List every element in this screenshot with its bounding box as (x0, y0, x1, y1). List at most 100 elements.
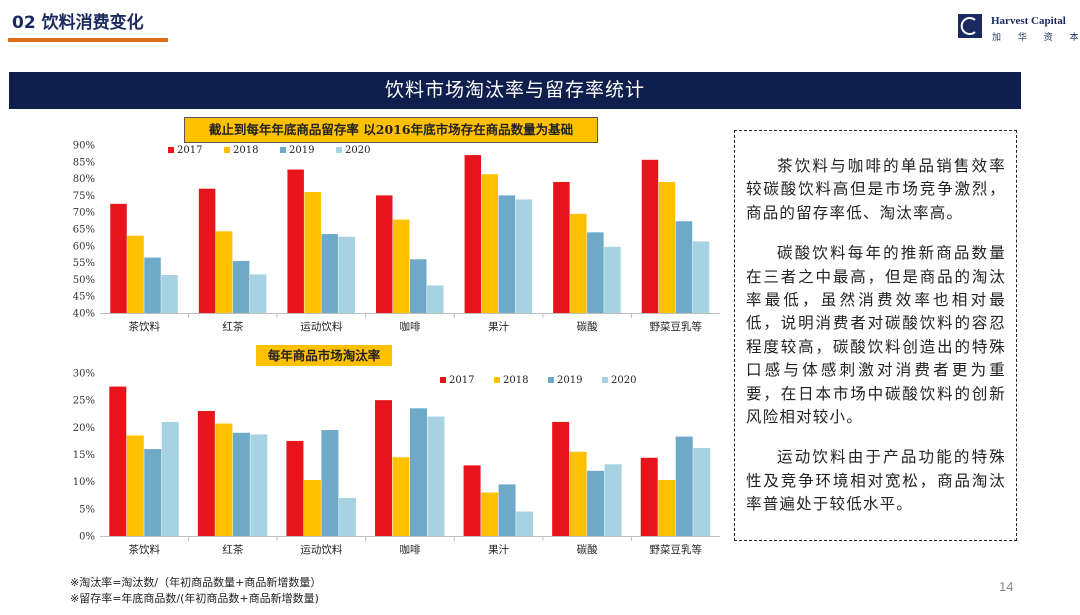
retention-chart: 40% 45% 50% 55% 60% 65% 70% 75% 80% 85% 90% 茶饮料 红茶 运动… (73, 141, 720, 333)
retention-legend-label: 2019 (289, 145, 314, 156)
retention-legend-swatch (336, 147, 342, 153)
elimination-x-tick-label: 茶饮料 (129, 543, 161, 556)
elimination-bar-2019 (321, 430, 339, 536)
elimination-bar-2019 (232, 432, 250, 536)
elimination-bar-2020 (693, 447, 711, 536)
elimination-bar-2019 (675, 436, 693, 536)
retention-bar-2020 (604, 246, 621, 313)
section-title: 02 饮料消费变化 (12, 13, 144, 33)
elimination-bar-2018 (303, 480, 321, 536)
elimination-legend-label: 2019 (557, 375, 582, 386)
elimination-y-tick-label: 15% (73, 450, 95, 461)
elimination-legend-label: 2018 (503, 375, 528, 386)
elimination-x-tick-label: 果汁 (488, 543, 509, 556)
elimination-y-tick-label: 30% (73, 369, 95, 380)
elimination-legend-label: 2020 (611, 375, 636, 386)
retention-bar-2017 (553, 181, 570, 313)
elimination-bar-2018 (481, 492, 499, 536)
elimination-y-tick-label: 0% (79, 532, 95, 543)
retention-legend-swatch (224, 147, 230, 153)
retention-bar-2020 (338, 236, 355, 313)
elimination-chart-title: 每年商品市场淘汰率 (256, 345, 392, 366)
elimination-bar-2020 (161, 421, 179, 536)
elimination-bar-2020 (250, 434, 268, 536)
retention-x-tick-label: 果汁 (488, 320, 509, 333)
retention-bar-2017 (641, 159, 659, 313)
analysis-text-box: 茶饮料与咖啡的单品销售效率较碳酸饮料高但是市场竞争激烈，商品的留存率低、淘汰率高… (734, 130, 1017, 541)
elimination-bar-2017 (640, 457, 658, 536)
elimination-chart: 0% 5% 10% 15% 20% 25% 30% 茶饮料 红茶 运动饮料 咖啡 果汁 碳酸 野菜豆乳等 2… (73, 369, 720, 556)
retention-bar-2019 (321, 234, 338, 313)
retention-bar-2020 (515, 199, 533, 313)
elimination-y-tick-label: 20% (73, 423, 95, 434)
analysis-paragraph-1: 茶饮料与咖啡的单品销售效率较碳酸饮料高但是市场竞争激烈，商品的留存率低、淘汰率高… (746, 157, 1006, 222)
retention-legend-swatch (280, 147, 286, 153)
retention-legend-label: 2020 (345, 145, 370, 156)
retention-y-tick-label: 45% (73, 292, 95, 303)
retention-bar-2019 (675, 221, 693, 313)
retention-bar-2017 (110, 203, 127, 313)
retention-bar-2018 (481, 174, 499, 313)
retention-bar-2019 (144, 257, 161, 313)
elimination-bar-2019 (144, 449, 162, 536)
retention-bar-2020 (161, 275, 178, 313)
retention-x-tick-label: 红茶 (222, 320, 243, 333)
elimination-y-tick-label: 10% (73, 477, 95, 488)
retention-bar-2018 (393, 219, 410, 313)
elimination-bar-2018 (658, 480, 676, 536)
retention-bar-2019 (232, 260, 250, 313)
retention-bar-2019 (587, 232, 604, 313)
retention-x-tick-label: 运动饮料 (300, 320, 342, 333)
retention-bar-2019 (498, 195, 516, 313)
brand-logo: Harvest Capital 加 华 资 本 (958, 14, 1080, 46)
elimination-y-tick-label: 25% (73, 396, 95, 407)
retention-y-tick-label: 50% (73, 275, 95, 286)
charts-canvas: 40%45%50%55%60%65%70%75%80%85%90%茶饮料 红茶 运动… (73, 141, 720, 556)
retention-legend-label: 2018 (233, 145, 258, 156)
elimination-bar-2020 (516, 511, 534, 536)
elimination-bar-2018 (215, 423, 233, 536)
page-number: 14 (999, 579, 1014, 594)
elimination-x-tick-label: 红茶 (222, 543, 243, 556)
retention-bar-2019 (410, 259, 427, 313)
elimination-bar-2020 (427, 416, 445, 536)
logo-subtext: 加 华 资 本 (992, 33, 1080, 43)
elimination-bar-2018 (392, 457, 410, 536)
elimination-legend-label: 2017 (449, 375, 474, 386)
analysis-paragraph-3: 运动饮料由于产品功能的特殊性及竞争环境相对宽松，商品淘汰率普遍处于较低水平。 (746, 448, 1006, 514)
elimination-bar-2019 (587, 470, 605, 536)
elimination-bar-2017 (109, 386, 127, 536)
elimination-bar-2020 (604, 464, 622, 536)
retention-bar-2017 (376, 195, 393, 313)
elimination-legend-swatch (548, 377, 554, 383)
elimination-x-tick-label: 野菜豆乳等 (649, 543, 702, 556)
retention-y-tick-label: 65% (73, 225, 95, 236)
retention-legend-label: 2017 (177, 145, 202, 156)
retention-x-tick-label: 碳酸 (577, 320, 598, 333)
retention-y-tick-label: 55% (73, 258, 95, 269)
section-underline (8, 38, 168, 42)
footnote-elimination-definition: ※淘汰率=淘汰数/（年初商品数量+商品新增数量） (70, 576, 322, 589)
elimination-bar-2017 (286, 440, 304, 536)
retention-bar-2017 (464, 155, 482, 313)
retention-chart-title: 截止到每年年底商品留存率 以2016年底市场存在商品数量为基础 (184, 117, 598, 143)
retention-x-tick-label: 咖啡 (400, 321, 421, 333)
elimination-legend-swatch (494, 377, 500, 383)
elimination-x-tick-label: 碳酸 (577, 543, 598, 556)
elimination-bar-2019 (410, 408, 427, 536)
retention-bar-2018 (658, 181, 676, 313)
retention-bar-2017 (198, 188, 216, 313)
retention-y-tick-label: 70% (73, 208, 95, 219)
retention-y-tick-label: 75% (73, 191, 95, 202)
retention-bar-2020 (692, 241, 710, 313)
elimination-legend-swatch (602, 377, 608, 383)
analysis-paragraph-2: 碳酸饮料每年的推新商品数量在三者之中最高，但是商品的淘汰率最低，虽然消费效率也相… (746, 244, 1006, 427)
retention-bar-2020 (249, 274, 267, 313)
elimination-bar-2020 (338, 497, 356, 536)
banner-title: 饮料市场淘汰率与留存率统计 (9, 72, 1021, 109)
retention-bar-2020 (427, 285, 444, 313)
retention-bar-2018 (215, 231, 233, 313)
elimination-x-tick-label: 运动饮料 (300, 543, 342, 556)
retention-y-tick-label: 90% (73, 141, 95, 152)
retention-y-tick-label: 40% (73, 309, 95, 320)
